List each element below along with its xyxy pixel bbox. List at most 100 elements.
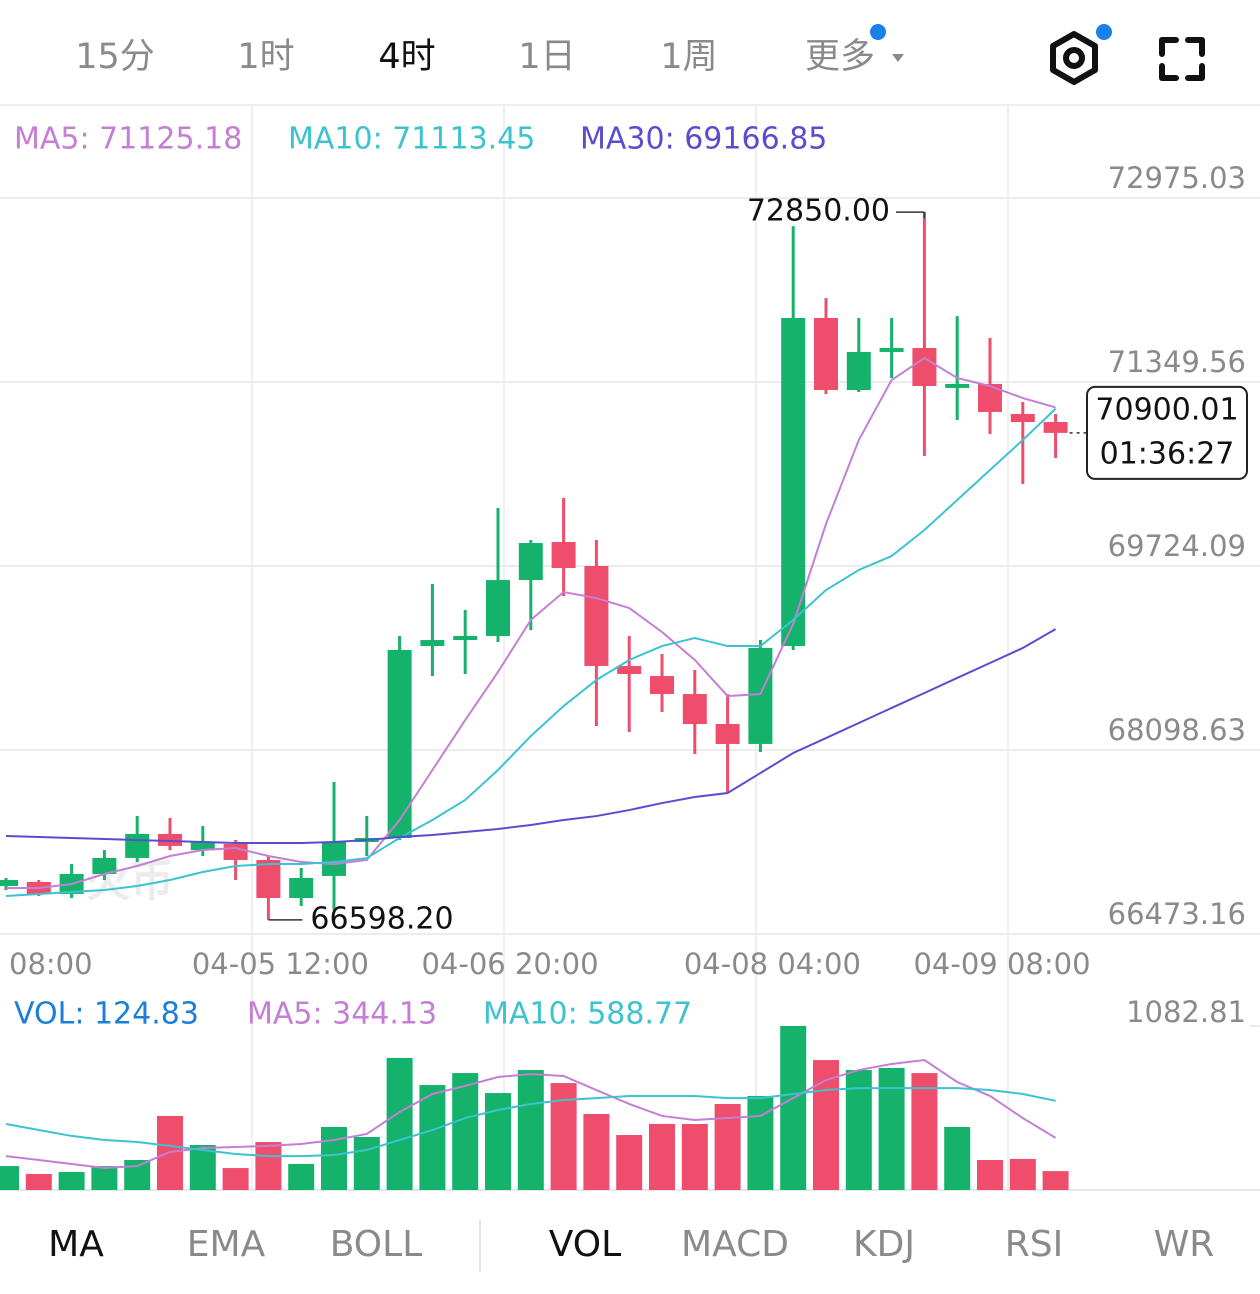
- candle-body: [92, 857, 117, 875]
- y-tick-label: 69724.09: [1108, 529, 1246, 563]
- candle-body: [453, 635, 478, 641]
- legend-entry: MA10: 71113.45: [288, 122, 535, 157]
- volume-bar: [583, 1113, 610, 1190]
- candle-body: [125, 833, 150, 858]
- vertical-grid: [251, 105, 1009, 1190]
- indicator-tab[interactable]: EMA: [187, 1224, 266, 1265]
- volume-bar: [616, 1135, 643, 1190]
- candle-body: [682, 694, 707, 725]
- volume-bar: [91, 1166, 118, 1190]
- legend-entry: MA5: 344.13: [247, 997, 437, 1032]
- indicator-tab[interactable]: VOL: [549, 1224, 621, 1265]
- y-tick-label: 68098.63: [1108, 713, 1246, 747]
- volume-bar: [321, 1126, 347, 1190]
- candle-body: [912, 347, 937, 387]
- volume-bar: [452, 1073, 479, 1190]
- candle-body: [879, 347, 904, 352]
- candle-body: [190, 841, 215, 851]
- y-tick-label: 71349.56: [1108, 345, 1246, 379]
- ma-line: [5, 408, 1057, 897]
- candle-body: [945, 383, 970, 388]
- volume-ma-line: [5, 1059, 1057, 1170]
- candle-body: [518, 543, 543, 581]
- volume-ma-line: [5, 1087, 1056, 1158]
- candle-body: [814, 317, 838, 390]
- x-tick-label: 04-06 20:00: [421, 947, 598, 981]
- candle-body: [1010, 413, 1035, 423]
- x-tick-label: 08:00: [9, 947, 93, 981]
- timeframe-tab[interactable]: 15分: [75, 37, 155, 77]
- volume-bar: [25, 1173, 52, 1190]
- countdown: 01:36:27: [1100, 436, 1235, 471]
- timeframe-tab[interactable]: 1周: [660, 37, 717, 77]
- candle-body: [584, 566, 609, 666]
- candle-body: [650, 676, 674, 695]
- volume-bar: [813, 1060, 839, 1190]
- candle-body: [617, 665, 642, 675]
- candle-body: [289, 877, 314, 899]
- timeframe-tab[interactable]: 更多: [805, 37, 875, 77]
- legend-entry: MA10: 588.77: [483, 997, 692, 1032]
- legend-entry: MA5: 71125.18: [14, 122, 242, 157]
- volume-bar: [1042, 1171, 1069, 1190]
- candle-body: [322, 841, 346, 876]
- legend-entry: VOL: 124.83: [14, 997, 199, 1032]
- x-tick-label: 04-09 08:00: [913, 947, 1090, 981]
- settings-button[interactable]: [1050, 31, 1098, 85]
- volume-bar: [386, 1057, 413, 1190]
- timeframe-tab[interactable]: 1时: [237, 37, 294, 77]
- badge-dot: [870, 24, 886, 40]
- volume-bar: [977, 1160, 1003, 1190]
- ma-line: [6, 356, 1056, 890]
- candle-body: [748, 647, 773, 744]
- volume-bar: [649, 1123, 675, 1190]
- x-tick-label: 04-05 12:00: [192, 947, 369, 981]
- candle-body: [158, 833, 182, 846]
- volume-bar: [845, 1070, 872, 1190]
- candle-body: [256, 859, 281, 899]
- volume-bar: [255, 1141, 282, 1190]
- candle-body: [0, 880, 18, 887]
- dropdown-arrow: [892, 54, 904, 62]
- ma-line: [5, 628, 1057, 845]
- candle-body: [781, 317, 806, 647]
- volume-bar: [1009, 1158, 1036, 1190]
- high-label: 72850.00: [747, 194, 890, 229]
- timeframe-tab[interactable]: 1日: [518, 37, 575, 77]
- indicator-tab[interactable]: MACD: [681, 1224, 789, 1265]
- candle-body: [715, 724, 740, 744]
- candle-body: [486, 580, 510, 636]
- indicator-tab[interactable]: BOLL: [330, 1224, 423, 1265]
- candle-body: [387, 650, 412, 839]
- volume-bar: [517, 1070, 544, 1190]
- x-tick-label: 04-08 04:00: [684, 947, 861, 981]
- volume-bar: [944, 1126, 971, 1190]
- low-label: 66598.20: [310, 901, 453, 936]
- volume-bar: [189, 1145, 216, 1190]
- indicator-tab[interactable]: MA: [48, 1224, 104, 1265]
- candle-body: [551, 542, 576, 569]
- candle-body: [420, 640, 445, 647]
- candle-body: [846, 351, 871, 390]
- indicator-tab[interactable]: WR: [1154, 1224, 1215, 1265]
- y-tick-label: 72975.03: [1108, 161, 1246, 195]
- legend-entry: MA30: 69166.85: [580, 122, 827, 157]
- timeframe-tab[interactable]: 4时: [378, 37, 435, 77]
- badge-dot: [1096, 24, 1112, 40]
- price-tag: [1086, 385, 1248, 480]
- settings-icon-center: [1063, 47, 1085, 69]
- volume-bar: [288, 1163, 315, 1190]
- volume-bar: [58, 1171, 85, 1190]
- fullscreen-button[interactable]: [1159, 37, 1205, 81]
- settings-icon: [1050, 31, 1098, 85]
- candle-body: [223, 844, 248, 860]
- volume-bar: [681, 1123, 708, 1190]
- y-tick-label: 1082.81: [1126, 995, 1246, 1029]
- volume-bar: [780, 1026, 807, 1190]
- volume-bar: [124, 1160, 151, 1190]
- indicator-tab[interactable]: KDJ: [853, 1224, 915, 1265]
- indicator-tab[interactable]: RSI: [1005, 1224, 1063, 1265]
- volume-bar: [419, 1085, 446, 1190]
- last-price: 70900.01: [1095, 392, 1238, 427]
